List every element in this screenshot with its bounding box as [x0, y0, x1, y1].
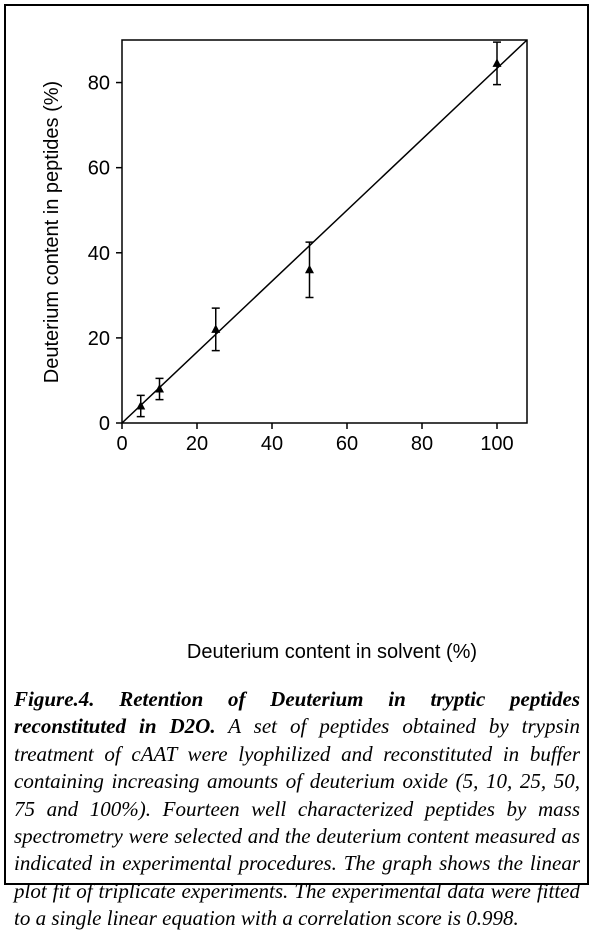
caption-text: A set of peptides obtained by trypsin tr… [14, 714, 580, 931]
caption: Figure.4. Retention of Deuterium in tryp… [14, 686, 580, 933]
data-point [136, 400, 146, 410]
y-tick-label: 40 [88, 243, 110, 265]
y-axis-label: Deuterium content in peptides (%) [41, 81, 63, 383]
x-tick-label: 20 [186, 433, 208, 455]
data-point [211, 324, 221, 333]
caption-title: Figure.4. Retention of Deuterium in tryp… [14, 687, 580, 739]
x-tick-label: 0 [116, 433, 127, 455]
page: Deuterium content in solvent (%) Deuteri… [4, 4, 589, 931]
fit-line [121, 39, 528, 424]
data-point [305, 264, 314, 274]
y-tick-label: 80 [88, 73, 110, 95]
x-tick-label: 100 [480, 433, 513, 455]
chart: Deuterium content in solvent (%) Deuteri… [41, 39, 528, 663]
y-tick-label: 60 [88, 158, 110, 180]
x-axis-label: Deuterium content in solvent (%) [187, 641, 477, 663]
y-tick-label: 0 [99, 413, 110, 435]
x-tick-label: 60 [336, 433, 358, 455]
y-tick-label: 20 [88, 328, 110, 350]
plot-frame [121, 39, 528, 424]
data-point [155, 383, 164, 393]
x-tick-label: 40 [261, 433, 283, 455]
x-tick-label: 80 [411, 433, 433, 455]
figure-frame [4, 4, 589, 885]
data-point [492, 58, 502, 67]
